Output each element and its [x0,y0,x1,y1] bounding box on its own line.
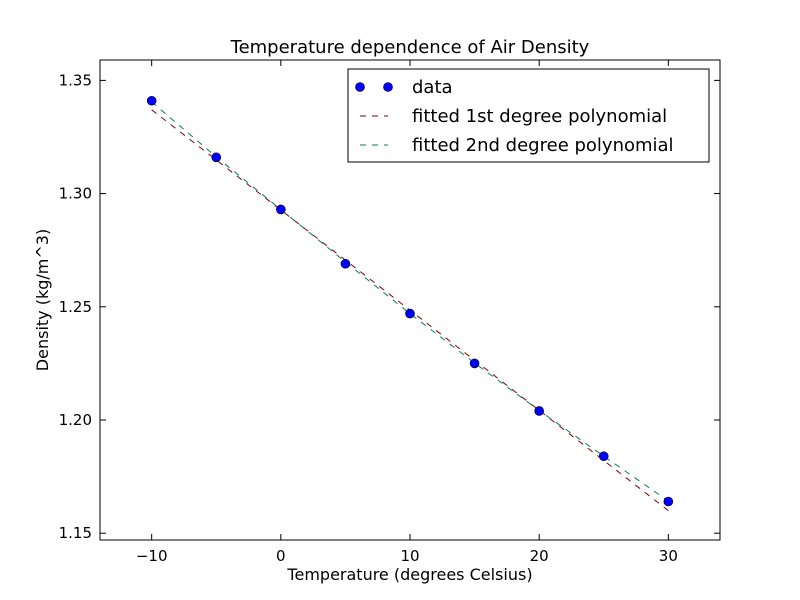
ticks-layer [100,60,720,540]
x-axis-label: Temperature (degrees Celsius) [286,565,532,584]
legend-marker-data [355,82,365,92]
data-point [146,95,157,106]
data-point [276,204,286,215]
y-tick-label: 1.25 [59,298,92,316]
series-line-fitted-2nd-degree-polynomial [151,101,669,502]
data-point [534,406,544,416]
tick-labels-layer: −10 0 10 20 30 1.15 1.20 1.25 1.30 1.35 [59,71,678,565]
data-point [405,308,415,319]
legend-label: fitted 1st degree polynomial [412,106,667,127]
x-tick-label: −10 [136,547,168,565]
legend-label: data [412,77,453,98]
legend-items: data fitted 1st degree polynomial fitted 2… [355,77,674,156]
series-layer [146,95,674,511]
x-tick-label: 30 [659,547,678,565]
x-tick-label: 10 [400,547,419,565]
legend-label: fitted 2nd degree polynomial [412,135,674,156]
x-tick-label: 20 [530,547,549,565]
y-tick-label: 1.30 [59,185,92,203]
data-point [469,358,480,369]
data-point [598,451,609,462]
legend-marker-data [383,82,393,92]
x-tick-label: 0 [276,547,286,565]
y-tick-label: 1.15 [59,524,92,542]
data-point [211,152,222,163]
y-tick-label: 1.35 [59,71,92,89]
legend: data fitted 1st degree polynomial fitted 2… [347,68,710,163]
plot-frame [99,59,721,541]
legend-box [347,68,710,163]
data-point [340,258,351,269]
y-tick-label: 1.20 [59,411,92,429]
data-point [663,496,674,507]
chart-title: Temperature dependence of Air Density [230,37,590,58]
y-axis-label: Density (kg/m^3) [33,229,52,371]
